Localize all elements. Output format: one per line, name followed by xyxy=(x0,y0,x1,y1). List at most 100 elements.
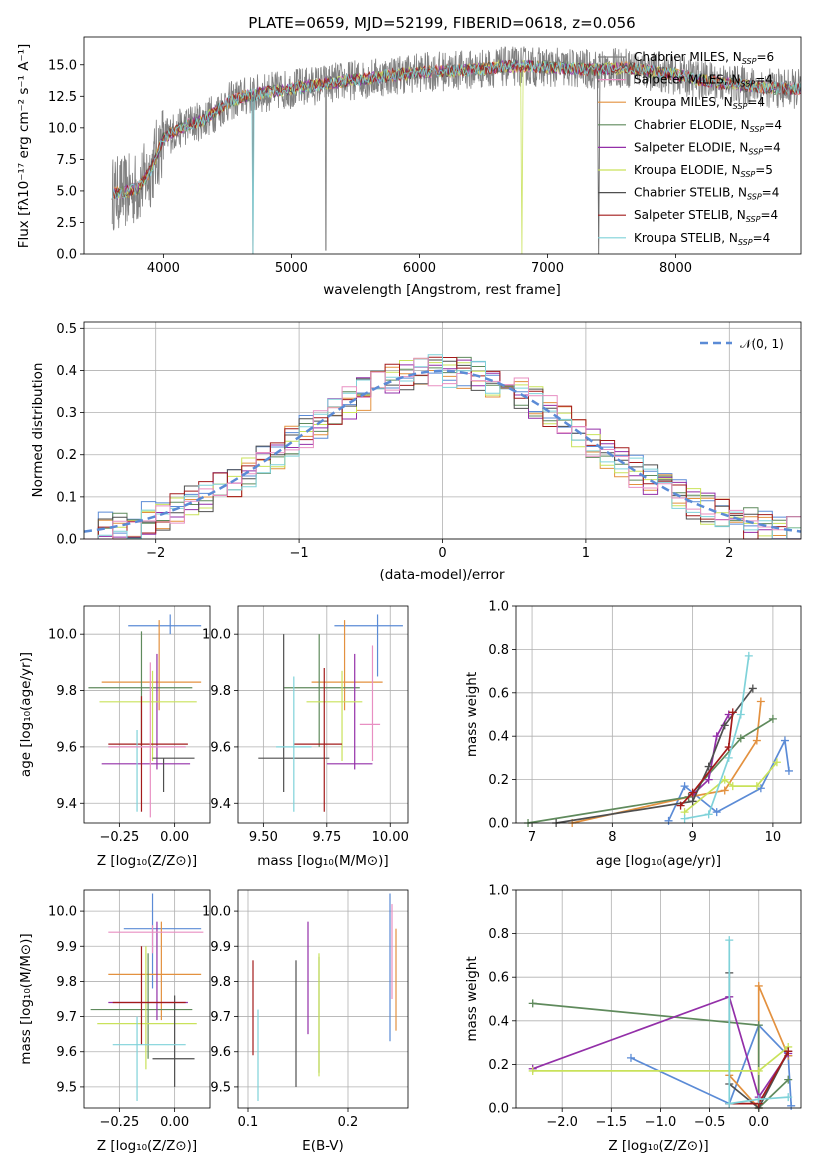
weight-z-marker xyxy=(626,1053,635,1062)
mass-z-ytick-label: 9.5 xyxy=(56,1080,77,1095)
weight-age-axes xyxy=(515,605,802,824)
weight-age-marker xyxy=(752,782,761,791)
mass-ebv-ytick-label: 9.7 xyxy=(210,1010,231,1025)
age-z-ytick-label: 9.6 xyxy=(56,740,77,755)
hist-ylabel: Normed distribution xyxy=(30,363,46,498)
weight-age-marker xyxy=(756,784,765,793)
weight-age-marker xyxy=(784,766,793,775)
weight-z-marker xyxy=(787,1101,796,1110)
age-z-xlabel: Z [log₁₀(Z/Z⊙)] xyxy=(97,853,197,869)
spectrum-ylabel: Flux [fλ10⁻¹⁷ erg cm⁻² s⁻¹ A⁻¹] xyxy=(16,44,32,249)
legend-entry: Kroupa MILES, NSSP=4 xyxy=(634,95,765,111)
weight-age-marker xyxy=(780,736,789,745)
mass-z-axes xyxy=(83,889,211,1109)
weight-z-xtick-label: −1.0 xyxy=(645,1115,677,1130)
legend-entry: Chabrier MILES, NSSP=6 xyxy=(634,50,774,66)
hist-axes xyxy=(83,321,802,540)
mass-z-ytick-label: 9.8 xyxy=(56,975,77,990)
spectrum-ytick-label: 10.0 xyxy=(48,121,77,136)
weight-age-marker xyxy=(748,684,757,693)
age-mass-ytick-label: 9.8 xyxy=(210,684,231,699)
spectrum-model-line xyxy=(111,59,801,254)
weight-z-marker xyxy=(528,999,537,1008)
spectrum-xtick-label: 4000 xyxy=(147,261,180,276)
weight-z-ylabel: mass weight xyxy=(464,956,480,1041)
weight-age-marker xyxy=(768,714,777,723)
weight-z-xtick-label: −1.5 xyxy=(596,1115,628,1130)
spectrum-title: PLATE=0659, MJD=52199, FIBERID=0618, z=0… xyxy=(248,14,635,32)
hist-ytick-label: 0.4 xyxy=(56,364,77,379)
weight-age-marker xyxy=(704,762,713,771)
weight-age-marker xyxy=(712,808,721,817)
age-mass-ytick-label: 9.6 xyxy=(210,740,231,755)
mass-ebv-xtick-label: 0.1 xyxy=(238,1115,259,1130)
weight-age-marker xyxy=(712,732,721,741)
weight-z-ytick-label: 0.6 xyxy=(488,971,509,986)
spectrum-xtick-label: 7000 xyxy=(531,261,564,276)
mass-z-ytick-label: 9.6 xyxy=(56,1045,77,1060)
age-z-xtick-label: −0.25 xyxy=(99,830,139,845)
weight-age-xtick-label: 9 xyxy=(688,830,696,845)
weight-age-marker xyxy=(688,797,697,806)
hist-ytick-label: 0.1 xyxy=(56,490,77,505)
hist-ytick-label: 0.0 xyxy=(56,533,77,548)
spectrum-ytick-label: 15.0 xyxy=(48,58,77,73)
weight-z-axes xyxy=(515,889,802,1109)
mass-ebv-axes xyxy=(237,889,409,1109)
legend-entry: Salpeter ELODIE, NSSP=4 xyxy=(634,140,781,156)
mass-z-xtick-label: 0.00 xyxy=(160,1115,189,1130)
hist-ytick-label: 0.3 xyxy=(56,406,77,421)
mass-ebv-ytick-label: 9.5 xyxy=(210,1080,231,1095)
weight-age-ytick-label: 0.4 xyxy=(488,730,509,745)
mass-ebv-xlabel: E(B-V) xyxy=(302,1138,344,1154)
spectrum-xtick-label: 6000 xyxy=(403,261,436,276)
weight-age-series-line xyxy=(527,718,774,824)
weight-age-marker xyxy=(704,810,713,819)
mass-z-ylabel: mass [log₁₀(M/M⊙)] xyxy=(18,933,34,1064)
weight-age-series-line xyxy=(679,712,734,807)
hist-ytick-label: 0.5 xyxy=(56,322,77,337)
legend-entry: Chabrier ELODIE, NSSP=4 xyxy=(634,118,782,134)
age-mass-xtick-label: 10.00 xyxy=(372,830,409,845)
weight-z-marker xyxy=(754,981,763,990)
weight-z-marker xyxy=(725,1099,734,1108)
weight-age-series-line xyxy=(667,737,790,822)
hist-xtick-label: 0 xyxy=(438,546,446,561)
weight-age-ylabel: mass weight xyxy=(464,672,480,757)
weight-z-series-line xyxy=(630,1023,793,1106)
hist-xtick-label: −1 xyxy=(290,546,309,561)
spectrum-ytick-label: 0.0 xyxy=(56,248,77,263)
mass-z-xlabel: Z [log₁₀(Z/Z⊙)] xyxy=(97,1138,197,1154)
weight-z-ytick-label: 0.8 xyxy=(488,927,509,942)
hist-xtick-label: −2 xyxy=(146,546,165,561)
weight-z-marker xyxy=(754,1021,763,1030)
mass-z-ytick-label: 9.9 xyxy=(56,940,77,955)
age-z-ytick-label: 9.8 xyxy=(56,684,77,699)
hist-series-step xyxy=(84,354,801,540)
weight-age-marker xyxy=(680,814,689,823)
mass-ebv-ytick-label: 10.0 xyxy=(202,905,231,920)
weight-age-marker xyxy=(752,736,761,745)
mass-ebv-ytick-label: 9.6 xyxy=(210,1045,231,1060)
spectrum-model-line xyxy=(111,59,801,254)
weight-z-ytick-label: 1.0 xyxy=(488,884,509,899)
weight-z-xlabel: Z [log₁₀(Z/Z⊙)] xyxy=(608,1138,708,1154)
age-mass-xtick-label: 9.50 xyxy=(249,830,278,845)
gaussian-curve xyxy=(83,369,802,533)
mass-ebv-xtick-label: 0.2 xyxy=(338,1115,359,1130)
weight-z-series-line xyxy=(728,940,789,1105)
weight-age-marker xyxy=(720,721,729,730)
hist-xlabel: (data-model)/error xyxy=(379,567,505,583)
weight-age-marker xyxy=(680,782,689,791)
spectrum-model-line xyxy=(111,58,801,254)
age-mass-ytick-label: 10.0 xyxy=(202,628,231,643)
age-z-ytick-label: 10.0 xyxy=(48,628,77,643)
weight-age-ytick-label: 0.6 xyxy=(488,686,509,701)
weight-z-marker xyxy=(754,1095,763,1104)
weight-z-xtick-label: 0.0 xyxy=(748,1115,769,1130)
weight-z-marker xyxy=(784,1093,793,1102)
spectrum-ytick-label: 2.5 xyxy=(56,216,77,231)
age-mass-axes xyxy=(237,605,409,824)
